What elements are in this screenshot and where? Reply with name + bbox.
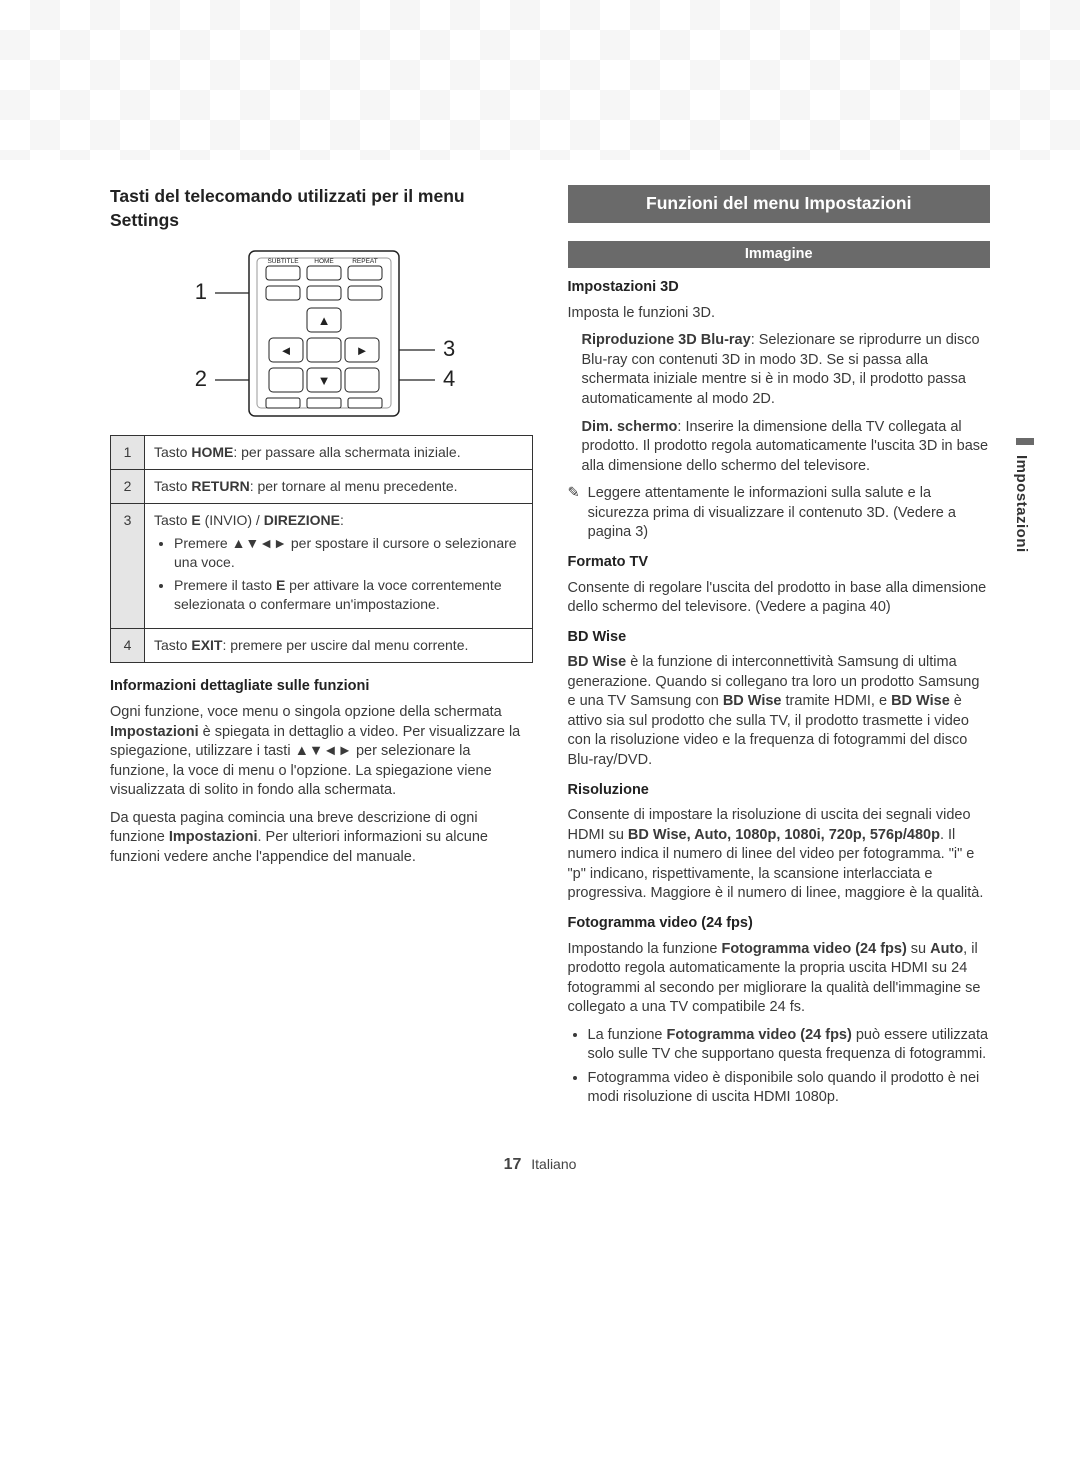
- svg-text:1: 1: [195, 279, 207, 304]
- formato-head: Formato TV: [568, 553, 991, 573]
- page-number: 17: [504, 1156, 522, 1173]
- header-decoration: [0, 0, 1080, 160]
- table-row: 3Tasto E (INVIO) / DIREZIONE:Premere ▲▼◄…: [111, 504, 533, 629]
- section-title: Funzioni del menu Impostazioni: [568, 185, 991, 223]
- table-body: 1Tasto HOME: per passare alla schermata …: [111, 436, 533, 663]
- svg-text:4: 4: [443, 366, 455, 391]
- note: ✎ Leggere attentamente le informazioni s…: [568, 484, 991, 543]
- remote-top-row: SUBTITLE HOME REPEAT: [266, 258, 382, 280]
- table-row: 1Tasto HOME: per passare alla schermata …: [111, 436, 533, 470]
- list-item: Fotogramma video è disponibile solo quan…: [588, 1069, 991, 1108]
- imp3d-item: Riproduzione 3D Blu-ray: Selezionare se …: [582, 331, 991, 409]
- table-row: 4Tasto EXIT: premere per uscire dal menu…: [111, 629, 533, 663]
- svg-text:▲: ▲: [318, 313, 331, 328]
- left-title: Tasti del telecomando utilizzati per il …: [110, 185, 533, 232]
- table-row: 2Tasto RETURN: per tornare al menu prece…: [111, 470, 533, 504]
- fps-bullets: La funzione Fotogramma video (24 fps) pu…: [568, 1026, 991, 1108]
- page-footer: 17 Italiano: [0, 1156, 1080, 1214]
- subsection-immagine: Immagine: [568, 241, 991, 269]
- note-icon: ✎: [568, 484, 580, 543]
- risoluzione-body: Consente di impostare la risoluzione di …: [568, 806, 991, 904]
- svg-text:►: ►: [356, 343, 369, 358]
- left-info-head: Informazioni dettagliate sulle funzioni: [110, 677, 533, 697]
- side-tab-label: Impostazioni: [1009, 445, 1034, 563]
- svg-text:REPEAT: REPEAT: [352, 258, 378, 265]
- left-info-p1: Ogni funzione, voce menu o singola opzio…: [110, 703, 533, 801]
- svg-text:◄: ◄: [280, 343, 293, 358]
- formato-body: Consente di regolare l'uscita del prodot…: [568, 579, 991, 618]
- imp3d-intro: Imposta le funzioni 3D.: [568, 304, 991, 324]
- imp3d-item: Dim. schermo: Inserire la dimensione del…: [582, 418, 991, 477]
- imp3d-head: Impostazioni 3D: [568, 278, 991, 298]
- risoluzione-head: Risoluzione: [568, 781, 991, 801]
- remote-diagram: SUBTITLE HOME REPEAT ▲ ◄: [110, 246, 533, 421]
- svg-text:SUBTITLE: SUBTITLE: [268, 258, 300, 265]
- left-info-p2: Da questa pagina comincia una breve desc…: [110, 809, 533, 868]
- bdwise-head: BD Wise: [568, 628, 991, 648]
- bdwise-body: BD Wise è la funzione di interconnettivi…: [568, 653, 991, 770]
- fps-body: Impostando la funzione Fotogramma video …: [568, 940, 991, 1018]
- side-tab-mark: [1016, 438, 1034, 445]
- fps-head: Fotogramma video (24 fps): [568, 914, 991, 934]
- svg-text:2: 2: [195, 366, 207, 391]
- list-item: La funzione Fotogramma video (24 fps) pu…: [588, 1026, 991, 1065]
- page-language: Italiano: [531, 1156, 576, 1172]
- remote-key-table: 1Tasto HOME: per passare alla schermata …: [110, 435, 533, 663]
- svg-text:HOME: HOME: [315, 258, 335, 265]
- svg-text:3: 3: [443, 336, 455, 361]
- svg-text:▼: ▼: [318, 373, 331, 388]
